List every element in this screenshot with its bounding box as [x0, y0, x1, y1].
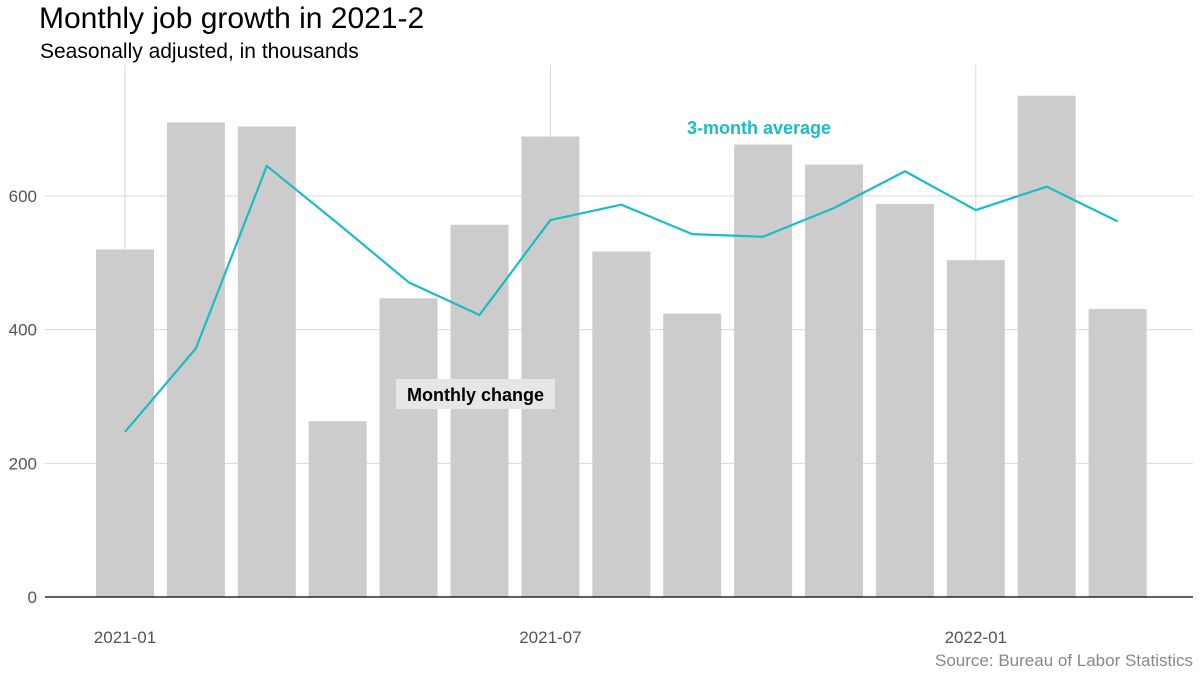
y-tick-label: 200 [9, 454, 37, 473]
bar-2021-09 [663, 313, 722, 597]
y-tick-label: 0 [28, 588, 37, 607]
bar-2022-03 [1088, 308, 1147, 597]
x-tick-label: 2021-07 [519, 628, 581, 647]
bar-2022-02 [1017, 95, 1076, 597]
bar-2021-06 [450, 224, 509, 597]
bar-2021-02 [166, 122, 225, 597]
line-series-label: 3-month average [687, 118, 831, 138]
bar-2021-03 [237, 126, 296, 597]
bar-2021-04 [308, 421, 367, 597]
bar-series-label: Monthly change [407, 385, 544, 405]
bar-2021-10 [734, 144, 793, 597]
bar-2021-01 [96, 249, 154, 597]
bar-series-label-box [396, 379, 555, 409]
x-tick-label: 2021-01 [94, 628, 156, 647]
y-tick-label: 600 [9, 187, 37, 206]
bar-2021-08 [592, 251, 651, 597]
source-caption: Source: Bureau of Labor Statistics [935, 651, 1193, 670]
y-tick-label: 400 [9, 321, 37, 340]
bar-2022-01 [946, 260, 1005, 597]
x-tick-label: 2022-01 [945, 628, 1007, 647]
chart-title: Monthly job growth in 2021-2 [39, 2, 425, 35]
bar-2021-12 [875, 204, 934, 597]
chart-subtitle: Seasonally adjusted, in thousands [40, 40, 359, 63]
bar-2021-05 [379, 298, 438, 597]
bar-2021-11 [805, 164, 863, 598]
bar-2021-07 [521, 136, 580, 598]
